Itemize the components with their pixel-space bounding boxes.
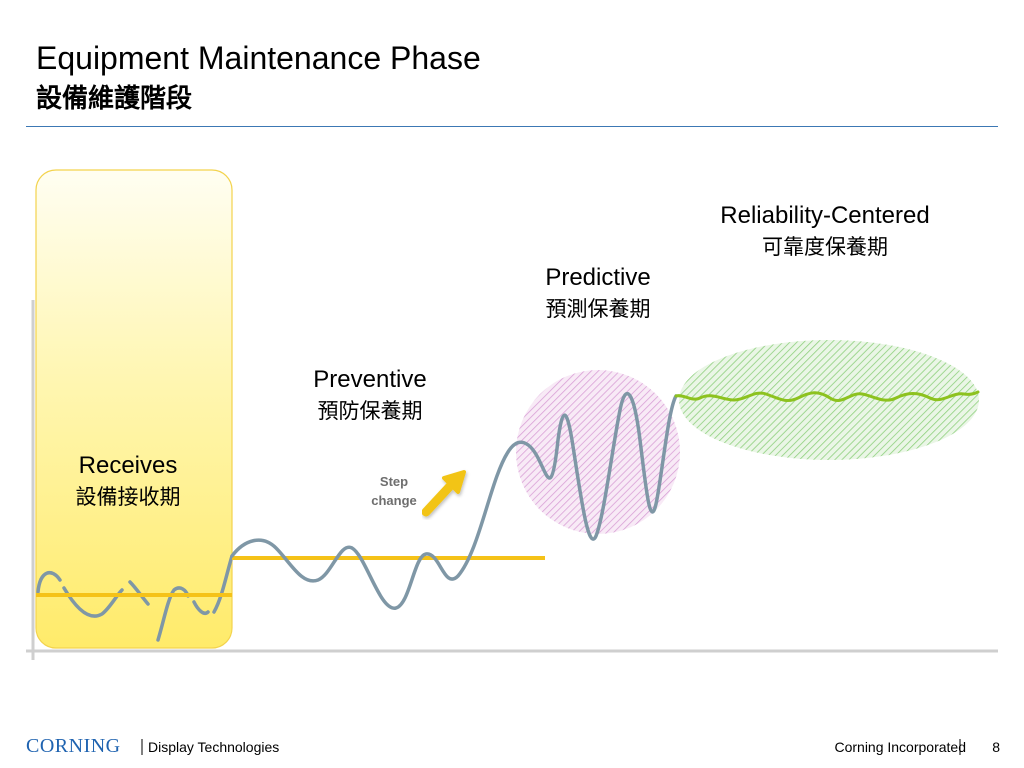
reliability-zone (679, 340, 979, 460)
step-change-line-2: change (371, 493, 417, 508)
receives-label-zh: 設備接收期 (75, 485, 181, 509)
predictive-zone (516, 370, 680, 534)
preventive-label-en: Preventive (313, 366, 427, 393)
preventive-predictive-wave (230, 392, 678, 610)
footer-separator-right (959, 739, 961, 755)
slide-subtitle-chinese: 設備維護階段 (36, 84, 193, 114)
corning-logo: CORNING (26, 735, 121, 757)
page-number: 8 (992, 739, 1000, 755)
receives-label-en: Receives (78, 452, 178, 479)
title-divider (26, 126, 998, 127)
predictive-label-en: Predictive (545, 264, 651, 291)
footer-company-text: Corning Incorporated (834, 739, 966, 755)
reliability-label-en: Reliability-Centered (720, 202, 930, 229)
footer-division-text: Display Technologies (148, 739, 280, 755)
predictive-label-zh: 預測保養期 (545, 297, 651, 321)
step-change-arrow-icon (421, 470, 466, 517)
slide-title: Equipment Maintenance Phase (36, 40, 481, 76)
step-change-annotation: Step change (362, 472, 426, 510)
footer-separator-left (141, 739, 143, 755)
predictive-phase-label: Predictive 預測保養期 (508, 262, 688, 324)
receives-phase-label: Receives 設備接收期 (38, 450, 218, 512)
preventive-phase-label: Preventive 預防保養期 (280, 364, 460, 426)
reliability-wave (674, 390, 980, 402)
step-change-line-1: Step (379, 474, 409, 489)
reliability-phase-label: Reliability-Centered 可靠度保養期 (690, 200, 960, 262)
receives-phase-box (35, 169, 233, 649)
reliability-label-zh: 可靠度保養期 (762, 235, 888, 259)
preventive-label-zh: 預防保養期 (317, 399, 423, 423)
